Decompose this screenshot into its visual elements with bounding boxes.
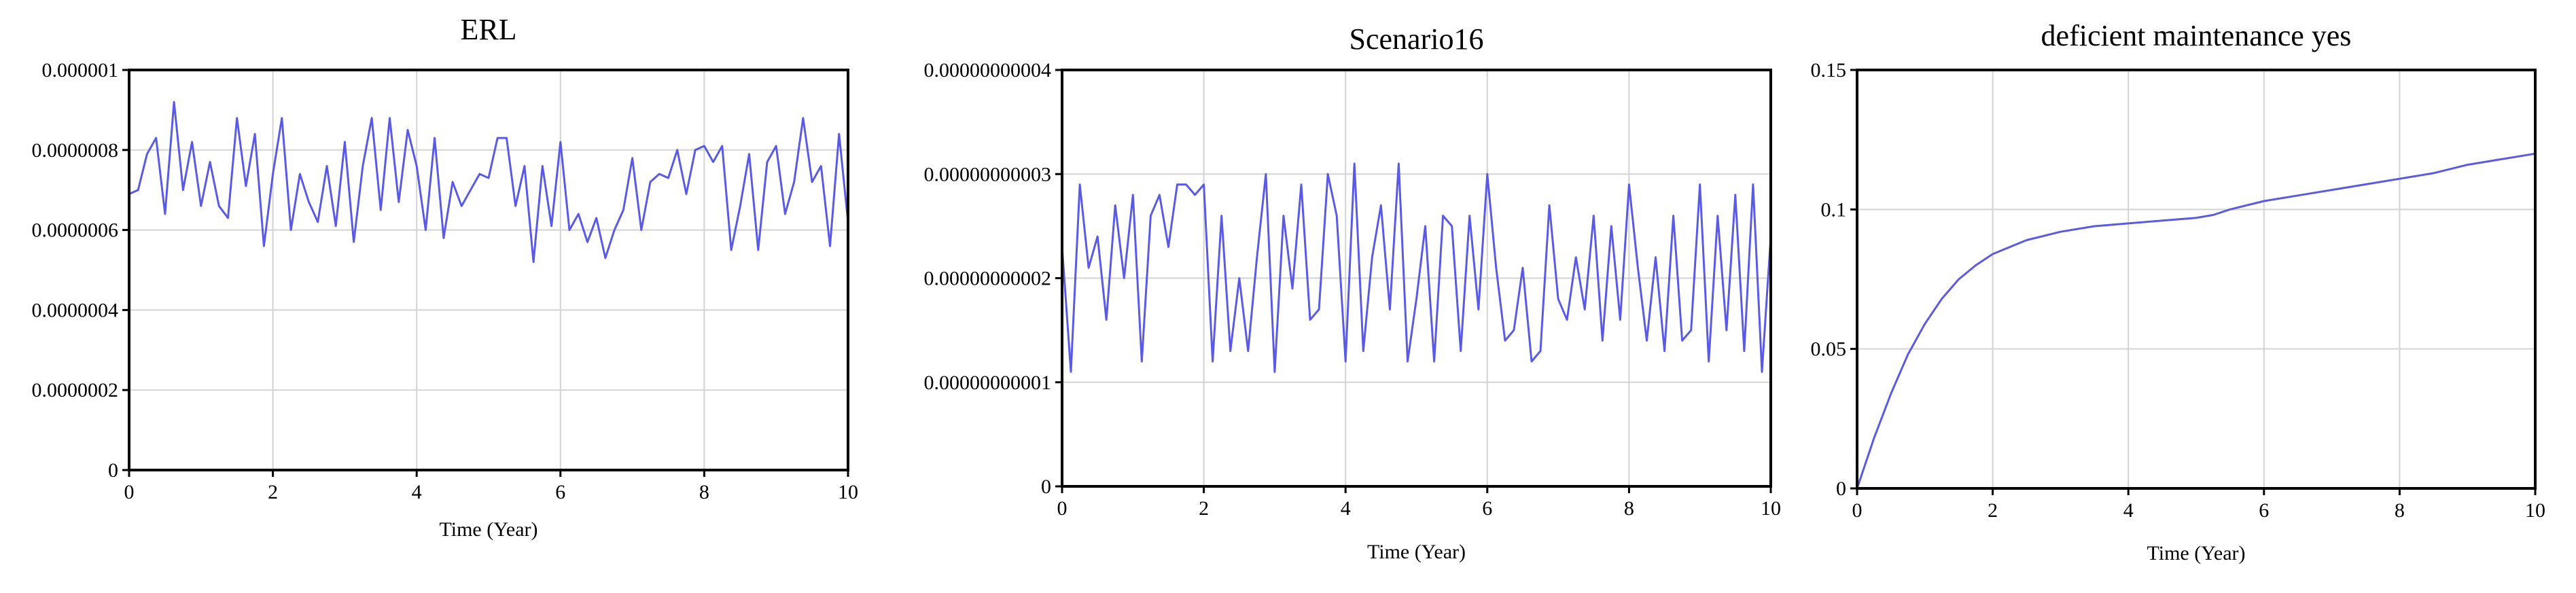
plot-frame: [1856, 69, 2537, 490]
y-tick-label: 0.000001: [42, 59, 119, 82]
y-tick-label: 0: [1041, 475, 1051, 498]
y-tick-label: 0.00000000003: [924, 163, 1052, 185]
chart-panel-2: 0 2 4 6 8 10 0 0.00000000001 0.00000000002 0.0000…: [924, 22, 1782, 563]
y-tick-label: 0.00000000001: [924, 372, 1052, 394]
x-tick-label: 2: [1988, 499, 1998, 522]
x-tick-label: 2: [268, 481, 278, 503]
x-tick-label: 10: [838, 481, 858, 503]
x-tick-label: 0: [1057, 497, 1068, 520]
x-tick-label: 6: [555, 481, 565, 503]
x-tick-label: 2: [1199, 497, 1209, 520]
y-tick-label: 0.15: [1811, 59, 1847, 82]
chart-panel-3: 0 2 4 6 8 10 0 0.05 0.1 0.15 deficient maintenance…: [1811, 19, 2546, 564]
x-tick-label: 10: [2525, 499, 2545, 522]
x-tick-label: 8: [2395, 499, 2405, 522]
x-axis-label: Time (Year): [2147, 542, 2245, 564]
x-tick-label: 8: [1624, 497, 1634, 520]
x-tick-label: 4: [1341, 497, 1351, 520]
chart-title: deficient maintenance yes: [2041, 19, 2352, 52]
y-tick-label: 0: [108, 459, 118, 482]
plot-frame: [128, 69, 849, 471]
y-tick-label: 0.0000004: [32, 299, 119, 321]
chart-panel-1: 0 2 4 6 8 10 0 0.0000002 0.0000004 0.0000006 0.000…: [32, 13, 859, 541]
y-tick-label: 0.0000002: [32, 379, 119, 401]
chart-title: ERL: [460, 13, 516, 46]
x-tick-label: 6: [2259, 499, 2269, 522]
x-tick-label: 0: [124, 481, 135, 503]
series-line: [1856, 152, 2536, 489]
x-tick-label: 4: [412, 481, 422, 503]
x-tick-label: 8: [699, 481, 709, 503]
y-tick-label: 0.05: [1811, 338, 1847, 361]
chart-title: Scenario16: [1349, 22, 1484, 56]
x-tick-label: 10: [1761, 497, 1781, 520]
y-tick-label: 0.00000000004: [924, 59, 1052, 82]
y-tick-label: 0: [1836, 478, 1846, 500]
series-line: [1061, 162, 1772, 373]
x-tick-label: 6: [1482, 497, 1492, 520]
x-tick-label: 4: [2123, 499, 2134, 522]
y-tick-label: 0.0000006: [32, 219, 119, 242]
series-line: [128, 101, 849, 264]
x-tick-label: 0: [1852, 499, 1863, 522]
y-tick-label: 0.1: [1821, 198, 1847, 221]
x-axis-label: Time (Year): [439, 518, 537, 541]
x-axis-label: Time (Year): [1367, 541, 1466, 563]
y-tick-label: 0.00000000002: [924, 268, 1052, 290]
y-tick-label: 0.0000008: [32, 139, 119, 162]
